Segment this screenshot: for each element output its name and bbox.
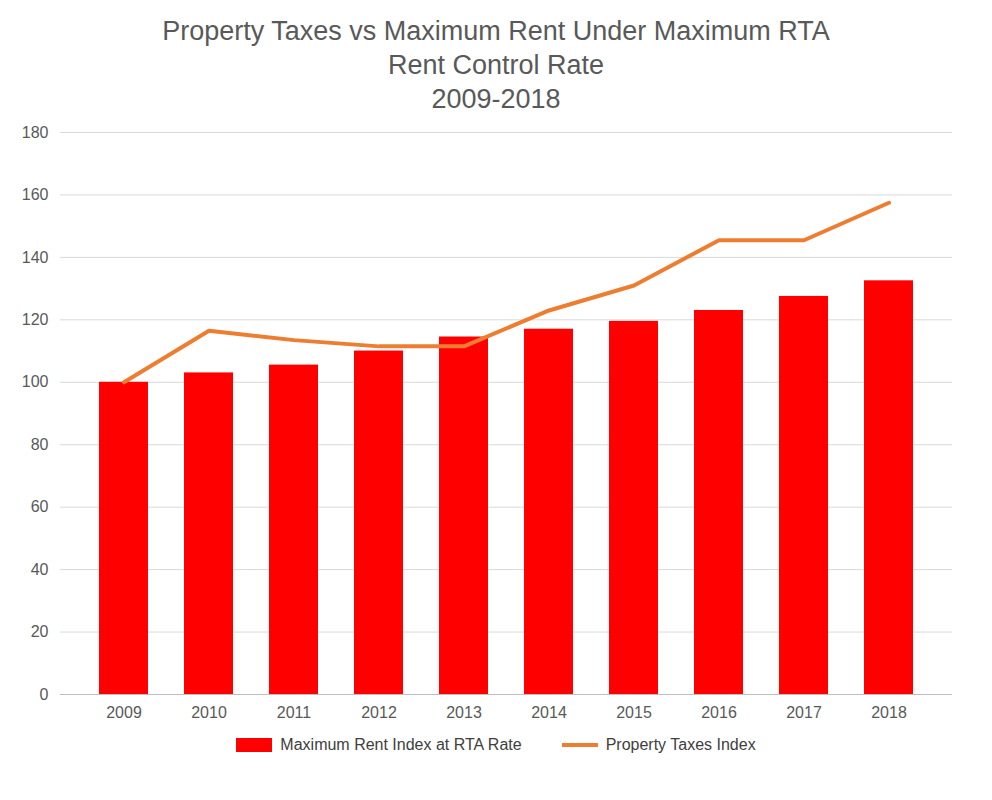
svg-text:80: 80 bbox=[31, 436, 49, 453]
svg-text:2016: 2016 bbox=[701, 704, 737, 721]
svg-text:20: 20 bbox=[31, 623, 49, 640]
svg-text:140: 140 bbox=[22, 249, 49, 266]
svg-text:180: 180 bbox=[22, 124, 49, 141]
svg-text:2014: 2014 bbox=[531, 704, 567, 721]
html-text:2009-2018: 2009-2018 bbox=[431, 84, 561, 114]
svg-text:40: 40 bbox=[31, 561, 49, 578]
html-text:Maximum Rent Index at RTA Rate: Maximum Rent Index at RTA Rate bbox=[280, 736, 522, 753]
svg-text:2009: 2009 bbox=[106, 704, 142, 721]
svg-text:120: 120 bbox=[22, 311, 49, 328]
svg-text:2012: 2012 bbox=[361, 704, 397, 721]
svg-text:2011: 2011 bbox=[277, 704, 312, 721]
svg-text:2010: 2010 bbox=[191, 704, 227, 721]
html-text:Property Taxes Index: Property Taxes Index bbox=[605, 736, 756, 753]
html-text:Property Taxes vs Maximum Rent: Property Taxes vs Maximum Rent Under Max… bbox=[162, 16, 830, 80]
svg-text:160: 160 bbox=[22, 186, 49, 203]
svg-text:0: 0 bbox=[40, 686, 49, 703]
svg-text:2018: 2018 bbox=[871, 704, 907, 721]
svg-text:2013: 2013 bbox=[446, 704, 482, 721]
svg-text:2017: 2017 bbox=[786, 704, 822, 721]
svg-text:60: 60 bbox=[31, 498, 49, 515]
svg-text:2015: 2015 bbox=[616, 704, 652, 721]
svg-text:100: 100 bbox=[22, 373, 49, 390]
